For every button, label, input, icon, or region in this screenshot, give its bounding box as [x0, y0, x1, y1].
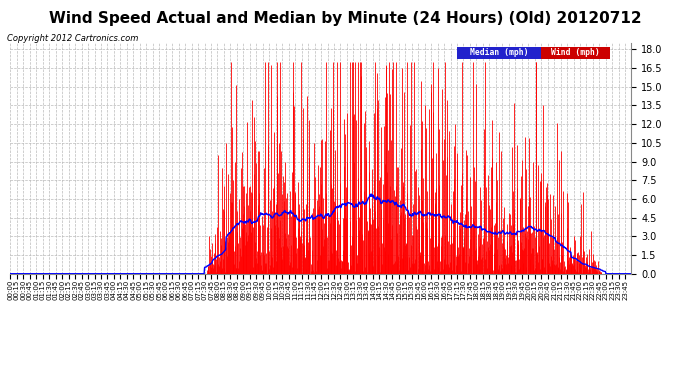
Text: Wind (mph): Wind (mph) [551, 48, 600, 57]
Text: Median (mph): Median (mph) [470, 48, 529, 57]
FancyBboxPatch shape [542, 46, 610, 59]
Text: Copyright 2012 Cartronics.com: Copyright 2012 Cartronics.com [7, 34, 138, 43]
Text: Wind Speed Actual and Median by Minute (24 Hours) (Old) 20120712: Wind Speed Actual and Median by Minute (… [49, 11, 641, 26]
FancyBboxPatch shape [457, 46, 542, 59]
